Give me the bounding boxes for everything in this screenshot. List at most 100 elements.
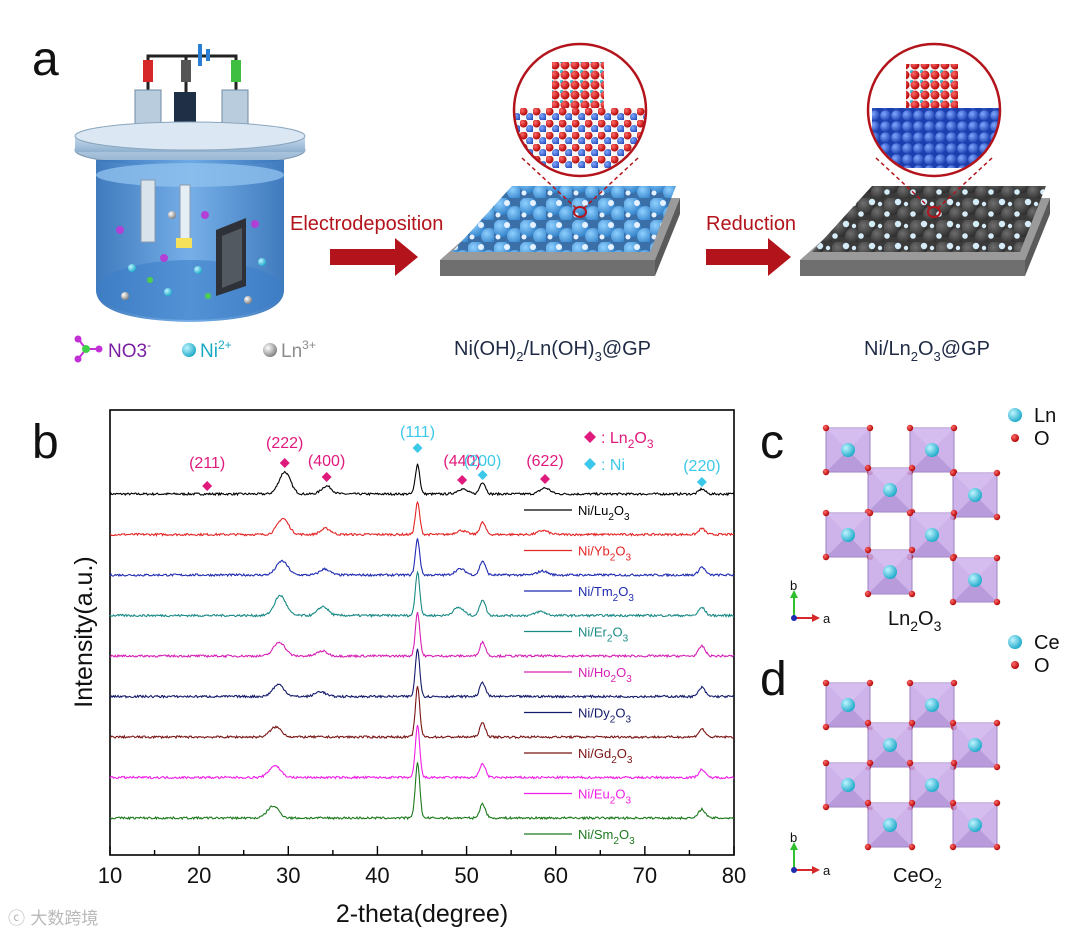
polyhedron-face [953, 473, 997, 495]
cation-atom [883, 483, 897, 497]
oxygen-atom [908, 546, 916, 554]
oxygen-atom [822, 803, 830, 811]
axis-b-label-d: b [790, 830, 797, 845]
polyhedron-face [910, 705, 954, 727]
polyhedron-face [826, 535, 870, 557]
cation-atom [925, 698, 939, 712]
ni-diamond-icon [584, 458, 596, 470]
polyhedron-face [826, 763, 870, 785]
o-atom-legend-icon [1011, 434, 1019, 442]
nitrate-legend-label: NO3- [108, 338, 151, 362]
oxygen-atom [993, 763, 1001, 771]
polyhedron-face [953, 580, 997, 602]
x-tick-label: 50 [454, 863, 478, 888]
xrd-pattern-line [109, 463, 735, 497]
oxygen-atom [822, 723, 830, 731]
cation-atom [925, 443, 939, 457]
oxygen-atom [906, 679, 914, 687]
oxygen-atom [949, 598, 957, 606]
polyhedron-face [910, 513, 954, 535]
ln2o3-diamond-icon [584, 431, 596, 443]
hydroxide-coated-substrate-illustration [440, 186, 680, 276]
x-tick-label: 10 [98, 863, 122, 888]
reduction-label: Reduction [706, 213, 796, 235]
oxygen-atom [866, 509, 874, 517]
oxygen-atom [864, 799, 872, 807]
oxygen-atom [950, 759, 958, 767]
polyhedron-face [826, 785, 870, 807]
fluorite-structure-illustration [822, 679, 1001, 851]
ion-legend: NO3- Ni2+ Ln3+ [74, 335, 316, 363]
reflection-label: (200) [464, 453, 501, 470]
oxygen-atom [993, 469, 1001, 477]
lanthanide-ion-icon [263, 343, 277, 357]
oxygen-atom [993, 513, 1001, 521]
cation-atom [883, 565, 897, 579]
polyhedron-face [868, 723, 912, 745]
polyhedron-face [868, 468, 912, 490]
oxygen-atom [864, 719, 872, 727]
polyhedron-face [953, 558, 997, 580]
phase-legend: : Ln2O3 : Ni [584, 430, 654, 474]
cation-atom [841, 778, 855, 792]
hydroxide-magnified-view [512, 42, 648, 209]
polyhedron-face [910, 763, 954, 785]
reflection-diamond-icon [321, 472, 332, 482]
bixbyite-structure-illustration [822, 424, 1001, 606]
xrd-pattern-line [109, 538, 735, 578]
panel-b: b 10 20 30 40 50 60 70 80 (211)(222)(400)(111)(… [32, 409, 746, 928]
cation-atom [925, 528, 939, 542]
oxygen-atom [950, 509, 958, 517]
oxygen-atom [949, 469, 957, 477]
polyhedron-face [826, 513, 870, 535]
axis-a-label-d: a [823, 863, 831, 878]
panel-d-letter: d [760, 653, 787, 706]
oxygen-atom [949, 843, 957, 851]
reflection-label: (400) [308, 453, 345, 470]
x-axis-ticks: 10 20 30 40 50 60 70 80 [98, 846, 746, 888]
oxygen-atom [908, 719, 916, 727]
oxygen-atom [866, 424, 874, 432]
ni-legend-label: : Ni [601, 457, 625, 474]
o-legend-label-c: O [1034, 428, 1050, 450]
cation-atom [841, 528, 855, 542]
oxygen-atom [864, 546, 872, 554]
polyhedron-face [868, 550, 912, 572]
reflection-label: (111) [400, 424, 435, 441]
oxygen-atom [950, 424, 958, 432]
cation-atom [841, 698, 855, 712]
x-axis-label: 2-theta(degree) [336, 900, 508, 928]
polyhedron-face [868, 803, 912, 825]
reflection-label: (222) [266, 435, 303, 452]
polyhedron-face [826, 450, 870, 472]
series-labels: Ni/Lu2O3 Ni/Yb2O3 Ni/Tm2O3 Ni/Er2O3 Ni/Ho2O3… [524, 503, 635, 847]
oxygen-atom [949, 799, 957, 807]
polyhedron-face [953, 803, 997, 825]
oxygen-atom [949, 554, 957, 562]
series-label: Ni/Eu2O3 [578, 787, 631, 807]
polyhedron-face [826, 683, 870, 705]
oxygen-atom [993, 843, 1001, 851]
panel-d: d Ce O b a CeO2 [760, 632, 1060, 891]
polyhedron-face [826, 705, 870, 727]
panel-c: c Ln O b a Ln2O3 [760, 405, 1056, 634]
oxygen-atom [908, 590, 916, 598]
x-tick-label: 30 [276, 863, 300, 888]
oxygen-atom [949, 719, 957, 727]
polyhedron-face [868, 745, 912, 767]
axis-a-label-c: a [823, 611, 831, 626]
oxide-coated-substrate-illustration [800, 186, 1050, 276]
series-label: Ni/Ho2O3 [578, 665, 632, 685]
panel-b-letter: b [32, 416, 59, 469]
xrd-pattern-line [109, 762, 735, 821]
axis-indicator-c: b a [790, 578, 831, 626]
reflection-label: (622) [526, 453, 563, 470]
x-tick-label: 60 [543, 863, 567, 888]
oxygen-atom [822, 468, 830, 476]
oxygen-atom [822, 679, 830, 687]
cation-atom [968, 818, 982, 832]
oxygen-atom [864, 464, 872, 472]
oxygen-atom [822, 509, 830, 517]
series-label: Ni/Lu2O3 [578, 503, 630, 523]
series-label: Ni/Er2O3 [578, 625, 629, 645]
